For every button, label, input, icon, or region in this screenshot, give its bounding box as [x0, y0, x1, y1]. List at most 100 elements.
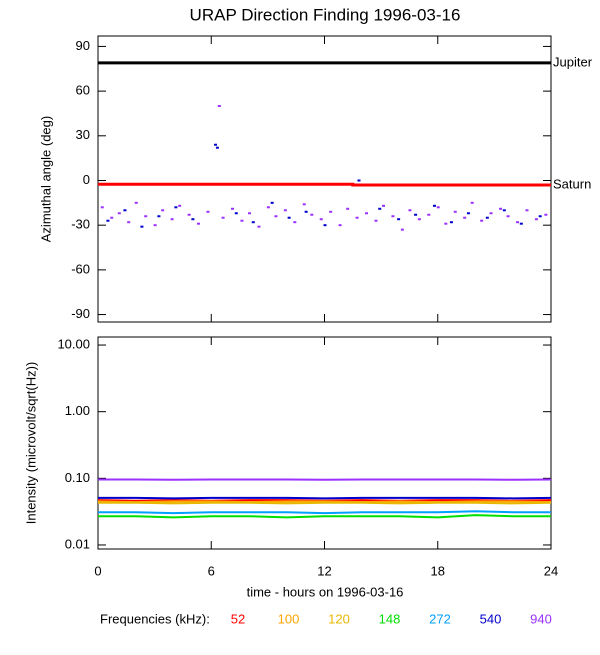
point — [356, 217, 359, 219]
point — [320, 218, 323, 220]
point — [274, 215, 277, 217]
y-tick-label: 0.01 — [65, 536, 90, 551]
legend-entry: 52 — [231, 611, 245, 626]
point — [467, 212, 470, 214]
reference-line — [98, 184, 551, 185]
legend-entry: 100 — [278, 611, 300, 626]
point — [507, 215, 510, 217]
point — [454, 211, 457, 213]
point — [218, 105, 221, 107]
point — [310, 214, 313, 216]
point — [357, 179, 360, 181]
point — [257, 226, 260, 228]
x-tick-label: 0 — [94, 563, 101, 578]
point — [414, 214, 417, 216]
point — [329, 211, 332, 213]
point — [252, 221, 255, 223]
point — [539, 215, 542, 217]
point — [374, 220, 377, 222]
point — [206, 211, 209, 213]
x-axis-label: time - hours on 1996-03-16 — [247, 584, 404, 599]
point — [450, 221, 453, 223]
point — [391, 215, 394, 217]
point — [401, 229, 404, 231]
point — [216, 147, 219, 149]
point — [248, 212, 251, 214]
y-axis-label: Azimuthal angle (deg) — [38, 116, 53, 242]
point — [140, 226, 143, 228]
point — [271, 202, 274, 204]
x-tick-label: 12 — [317, 563, 331, 578]
point — [382, 205, 385, 207]
point — [418, 218, 421, 220]
point — [157, 215, 160, 217]
point — [110, 217, 113, 219]
point — [471, 202, 474, 204]
y-tick-label: 10.00 — [57, 336, 90, 351]
point — [365, 212, 368, 214]
point — [525, 209, 528, 211]
y-tick-label: 1.00 — [65, 403, 90, 418]
point — [197, 223, 200, 225]
point — [397, 218, 400, 220]
y-tick-label: 0 — [83, 172, 90, 187]
y-tick-label: 60 — [76, 83, 90, 98]
series-line — [98, 515, 551, 517]
point — [127, 221, 130, 223]
x-tick-label: 24 — [544, 563, 558, 578]
point — [480, 220, 483, 222]
point — [267, 206, 270, 208]
x-tick-label: 6 — [208, 563, 215, 578]
y-axis-label: Intensity (microvolt/sqrt(Hz)) — [23, 362, 38, 525]
point — [188, 214, 191, 216]
point — [444, 223, 447, 225]
point — [174, 206, 177, 208]
y-tick-label: 90 — [76, 38, 90, 53]
series-line — [98, 511, 551, 513]
point — [520, 223, 523, 225]
point — [516, 221, 519, 223]
point — [535, 218, 538, 220]
point — [123, 209, 126, 211]
y-tick-label: -60 — [71, 261, 90, 276]
point — [284, 209, 287, 211]
point — [303, 203, 306, 205]
legend-entry: 120 — [328, 611, 350, 626]
y-tick-label: 30 — [76, 127, 90, 142]
point — [118, 212, 121, 214]
point — [106, 220, 109, 222]
point — [240, 220, 243, 222]
y-tick-label: -30 — [71, 217, 90, 232]
point — [427, 214, 430, 216]
point — [503, 209, 506, 211]
point — [161, 209, 164, 211]
legend-entry: 148 — [379, 611, 401, 626]
point — [339, 224, 342, 226]
series-line — [98, 498, 551, 499]
legend-entry: 272 — [429, 611, 451, 626]
point — [305, 211, 308, 213]
point — [101, 206, 104, 208]
point — [222, 217, 225, 219]
point — [293, 221, 296, 223]
point — [486, 217, 489, 219]
reference-label: Saturn — [553, 176, 591, 191]
point — [178, 205, 181, 207]
point — [544, 214, 547, 216]
point — [408, 209, 411, 211]
point — [135, 202, 138, 204]
point — [214, 144, 217, 146]
point — [235, 212, 238, 214]
y-tick-label: -90 — [71, 306, 90, 321]
point — [490, 212, 493, 214]
point — [378, 208, 381, 210]
plot-frame — [98, 36, 551, 322]
point — [171, 218, 174, 220]
point — [324, 224, 327, 226]
legend-entry: 540 — [480, 611, 502, 626]
point — [499, 208, 502, 210]
point — [463, 217, 466, 219]
point — [154, 224, 157, 226]
legend-title: Frequencies (kHz): — [100, 611, 210, 626]
